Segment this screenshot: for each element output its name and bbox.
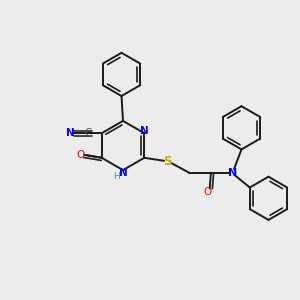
Text: N: N — [228, 168, 237, 178]
Text: N: N — [66, 128, 75, 138]
Text: O: O — [204, 187, 212, 197]
Text: O: O — [76, 150, 85, 160]
Text: C: C — [85, 128, 92, 138]
Text: N: N — [118, 167, 127, 178]
Text: N: N — [140, 126, 149, 136]
Text: H: H — [113, 172, 120, 181]
Text: S: S — [164, 155, 172, 168]
